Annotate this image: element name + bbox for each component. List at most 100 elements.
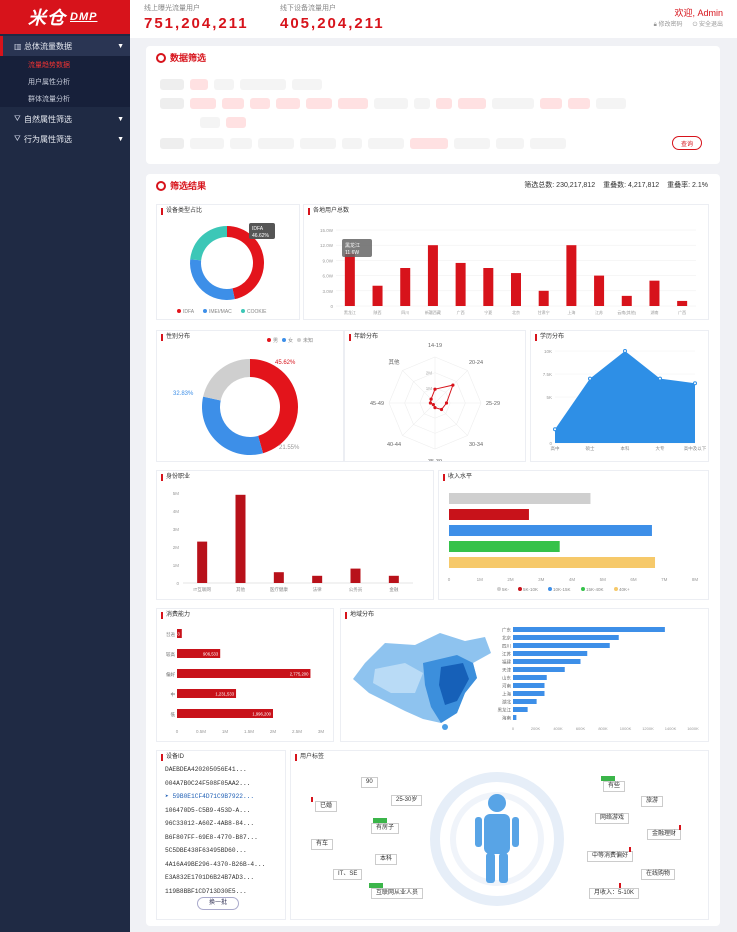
device-id-item[interactable]: E3A832E1701D6B24B7AD3... <box>165 874 255 881</box>
ring-label: 2M <box>426 371 433 376</box>
filter-tag[interactable] <box>530 138 566 149</box>
user-tag[interactable]: 有车 <box>311 839 334 850</box>
nav-sub-traffic-trend[interactable]: 流量趋势数据 <box>0 56 130 73</box>
filter-tag[interactable] <box>492 98 534 109</box>
map-region-east[interactable] <box>439 663 469 705</box>
bar <box>513 651 588 656</box>
filter-tag[interactable] <box>258 138 294 149</box>
filter-tag[interactable] <box>368 138 404 149</box>
filter-tag[interactable] <box>458 98 486 109</box>
user-tag[interactable]: 中等消费偏好 <box>587 851 634 862</box>
card-title: 消费能力 <box>161 612 190 619</box>
bar <box>197 541 208 583</box>
filter-tag[interactable] <box>454 138 490 149</box>
geo-card: 地域分布 广东 北京 四川 江苏 福建 天津 山东 河南 上海 湖北 黑龙江 海南 0 200K 400K 6… <box>340 608 709 742</box>
filter-tag[interactable] <box>596 98 626 109</box>
device-id-item[interactable]: 96C33012-A60Z-4AB8-84... <box>165 820 255 827</box>
filter-tag[interactable] <box>214 79 234 90</box>
filter-tag[interactable] <box>292 79 322 90</box>
device-id-item[interactable]: 4A16A49BE296-4370-B26B-4... <box>165 860 266 868</box>
overlap-rate: 重叠率: 2.1% <box>667 182 708 189</box>
user-tag[interactable]: 已婚 <box>315 801 338 812</box>
user-tag[interactable]: 互联网从业人员 <box>371 888 424 899</box>
occupation-card: 身份职业 0 1M 2M 3M 4M 5M IT互联网 其他 医疗健康 法律 公务员 金融 <box>156 470 434 600</box>
filter-tag[interactable] <box>568 98 590 109</box>
filter-tag[interactable] <box>436 98 452 109</box>
load-more-button[interactable]: 换一批 <box>197 897 239 910</box>
legend-label: 5K- <box>502 587 510 592</box>
device-id-item[interactable]: ➤ 59B0E1CF4D71C9B7922... <box>165 793 255 800</box>
user-tag[interactable]: 网络游戏 <box>595 813 630 824</box>
y-tick-label: 0 <box>330 304 333 309</box>
user-tag[interactable]: 月收入：5-10K <box>589 888 640 899</box>
user-tag[interactable]: 90 <box>361 777 378 788</box>
x-tick-label: 600K <box>576 726 586 731</box>
filter-tag[interactable] <box>496 138 524 149</box>
axis-label: 14-19 <box>428 343 442 349</box>
filter-tag[interactable] <box>276 98 300 109</box>
card-title: 设备ID <box>161 754 184 761</box>
donut-slice <box>190 226 227 261</box>
legend-swatch <box>497 587 501 591</box>
device-id-item[interactable]: B6F807FF-69E8-4770-B87... <box>165 833 258 841</box>
nav-item-natural-filter[interactable]: ⛛ 自然属性筛选 ▼ <box>0 109 130 129</box>
filter-tag[interactable] <box>540 98 562 109</box>
device-id-item[interactable]: 5C5DBE438F63495BD60... <box>165 847 247 854</box>
logout-link[interactable]: ⏻ 安全退出 <box>693 19 723 29</box>
x-tick-label: 高中及以下 <box>684 445 707 452</box>
x-tick-label: 上海 <box>567 309 575 315</box>
nav-item-overall-traffic[interactable]: ▥ 总体流量数据 ▼ <box>0 36 130 56</box>
search-button[interactable]: 查询 <box>672 136 702 150</box>
filter-tag[interactable] <box>306 98 332 109</box>
filter-tag[interactable] <box>200 117 220 128</box>
power-icon: ⏻ <box>692 22 698 28</box>
user-tag[interactable]: 有些 <box>603 781 626 792</box>
legend-label: 15K-40K <box>586 587 604 592</box>
filter-tag[interactable] <box>374 98 408 109</box>
update-badge <box>601 776 615 781</box>
x-tick-label: 广西 <box>678 309 686 315</box>
device-id-item[interactable]: DAEBDEA420205056E41... <box>165 766 247 773</box>
bar <box>677 300 688 306</box>
donut-slice <box>227 226 265 300</box>
lock-icon: 🔒︎ <box>653 22 657 28</box>
device-id-item[interactable]: 004A7B0C24F508F05AA2... <box>165 779 251 787</box>
card-title: 收入水平 <box>443 474 472 481</box>
income-card: 收入水平 0 1M 2M 3M 4M 5M 6M 7M 8M 5K- 5K-10K 10K-15K 15… <box>438 470 709 600</box>
change-password-link[interactable]: 🔒︎ 修改密码 <box>654 19 683 29</box>
filter-tag[interactable] <box>410 138 448 149</box>
filter-tag[interactable] <box>222 98 244 109</box>
nav-sub-group-traffic[interactable]: 群体流量分析 <box>0 90 130 107</box>
device-id-item[interactable]: 106470D5-C5B9-453D-A... <box>165 806 251 814</box>
nav-label: 总体流量数据 <box>24 41 72 51</box>
user-tag[interactable]: 金融理财 <box>647 829 682 840</box>
map-region-northwest[interactable] <box>373 663 423 693</box>
y-tick-label: 1M <box>173 563 180 568</box>
user-tag[interactable]: IT、SE <box>333 869 363 880</box>
app-logo[interactable]: 米仓 DMP <box>0 0 130 34</box>
filter-tag[interactable] <box>190 138 224 149</box>
filter-tag[interactable] <box>414 98 430 109</box>
user-tag[interactable]: 本科 <box>375 854 398 865</box>
user-tag[interactable]: 在线购物 <box>641 869 676 880</box>
user-tag[interactable]: 25-30岁 <box>391 795 423 806</box>
device-id-item[interactable]: 119B8BBF1CD713D30E5... <box>165 887 247 895</box>
x-tick-label: 高中 <box>551 445 560 452</box>
sidebar: 米仓 DMP ▥ 总体流量数据 ▼ 流量趋势数据 用户属性分析 群体流量分析 ⛛ … <box>0 0 130 932</box>
filter-tag[interactable] <box>250 98 270 109</box>
filter-tag[interactable] <box>240 79 286 90</box>
filter-tag[interactable] <box>226 117 246 128</box>
nav-item-behavior-filter[interactable]: ⛛ 行为属性筛选 ▼ <box>0 129 130 149</box>
nav-sub-user-attributes[interactable]: 用户属性分析 <box>0 73 130 90</box>
y-tick-label: 较高 <box>166 651 175 658</box>
filter-tag[interactable] <box>300 138 336 149</box>
filter-tag[interactable] <box>338 98 368 109</box>
user-tag[interactable]: 旅游 <box>641 796 664 807</box>
map-region-hainan[interactable] <box>442 724 448 730</box>
filter-tag[interactable] <box>230 138 252 149</box>
filter-tag[interactable] <box>190 79 208 90</box>
user-tag[interactable]: 有房子 <box>371 823 400 834</box>
filter-tag[interactable] <box>342 138 362 149</box>
axis-label: 35-39 <box>428 459 442 461</box>
filter-tag[interactable] <box>190 98 216 109</box>
